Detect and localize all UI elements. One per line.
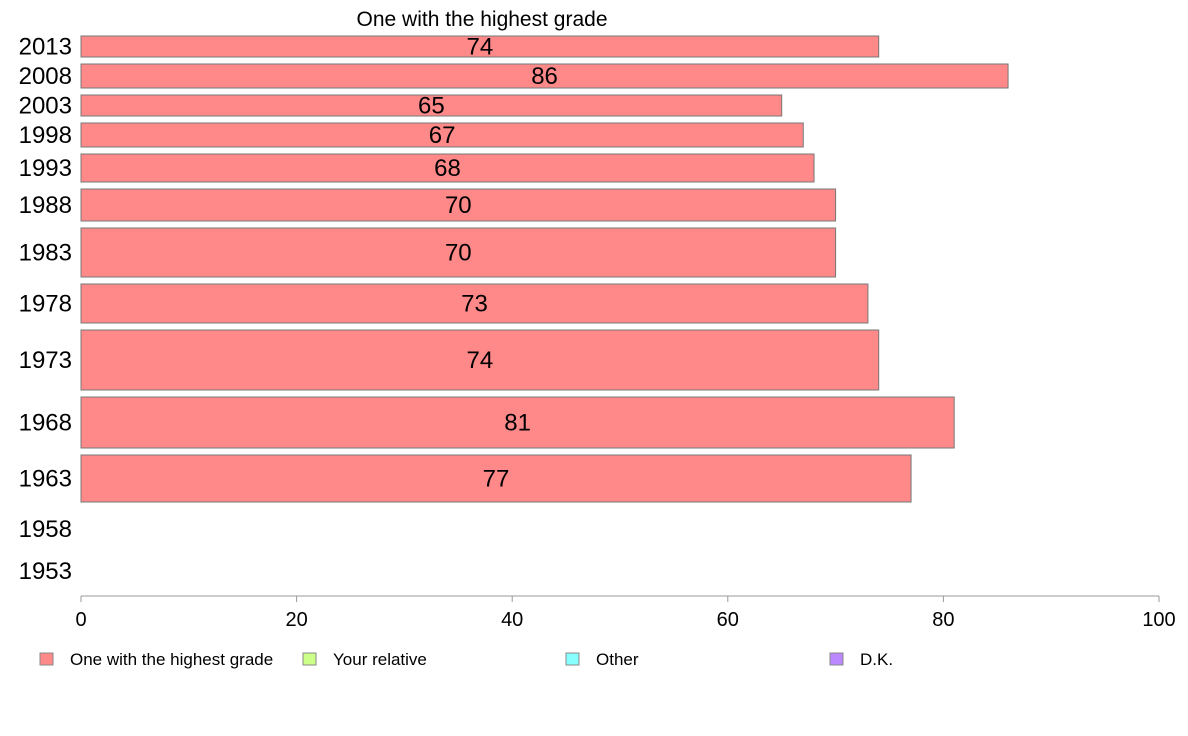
bar-1973	[80, 329, 880, 391]
bar-1998	[80, 122, 804, 148]
bar-2013	[80, 35, 880, 58]
bar-1968	[80, 396, 955, 449]
data-label-1978: 73	[461, 291, 488, 318]
legend-label-d-k: D.K.	[860, 650, 893, 669]
bar-1978	[80, 283, 869, 324]
bar-1993	[80, 153, 815, 183]
legend-swatch-your-relative	[302, 652, 317, 666]
category-label-1973: 1973	[19, 347, 72, 374]
category-label-1983: 1983	[19, 240, 72, 267]
legend: One with the highest grade Your relative O…	[39, 650, 893, 669]
bar-1983	[80, 227, 837, 278]
category-label-1958: 1958	[19, 516, 72, 543]
data-label-1963: 77	[483, 466, 510, 493]
category-label-1998: 1998	[19, 122, 72, 149]
x-tick-label-20: 20	[285, 609, 307, 631]
legend-label-other: Other	[596, 650, 639, 669]
x-tick-label-80: 80	[932, 609, 954, 631]
x-tick-label-100: 100	[1142, 609, 1175, 631]
category-label-1968: 1968	[19, 410, 72, 437]
category-labels: 2013200820031998199319881983197819731968…	[19, 34, 72, 586]
data-label-1973: 74	[467, 347, 494, 374]
x-axis: 0 20 40 60 80 100	[75, 595, 1176, 631]
chart-title: One with the highest grade	[357, 8, 608, 31]
legend-swatch-other	[565, 652, 580, 666]
data-label-1993: 68	[434, 155, 461, 182]
data-label-2003: 65	[418, 93, 445, 120]
bar-2003	[80, 94, 783, 117]
category-label-1978: 1978	[19, 291, 72, 318]
bar-1963	[80, 454, 912, 503]
data-label-2008: 86	[531, 63, 558, 90]
x-tick-label-40: 40	[501, 609, 523, 631]
category-label-1963: 1963	[19, 466, 72, 493]
x-tick-label-0: 0	[75, 609, 86, 631]
data-label-1983: 70	[445, 240, 472, 267]
data-label-1998: 67	[429, 122, 456, 149]
category-label-1988: 1988	[19, 192, 72, 219]
data-label-2013: 74	[467, 34, 494, 61]
data-label-1988: 70	[445, 192, 472, 219]
legend-label-your-relative: Your relative	[333, 650, 427, 669]
x-tick-label-60: 60	[717, 609, 739, 631]
category-label-1993: 1993	[19, 155, 72, 182]
legend-label-one-with-the-highest-grade: One with the highest grade	[70, 650, 273, 669]
bar-1988	[80, 188, 837, 222]
legend-swatch-one-with-the-highest-grade	[39, 652, 54, 666]
bar-2008	[80, 63, 1009, 89]
category-label-1953: 1953	[19, 558, 72, 585]
category-label-2013: 2013	[19, 34, 72, 61]
legend-swatch-d-k	[829, 652, 844, 666]
category-label-2008: 2008	[19, 63, 72, 90]
data-label-1968: 81	[504, 410, 531, 437]
category-label-2003: 2003	[19, 93, 72, 120]
